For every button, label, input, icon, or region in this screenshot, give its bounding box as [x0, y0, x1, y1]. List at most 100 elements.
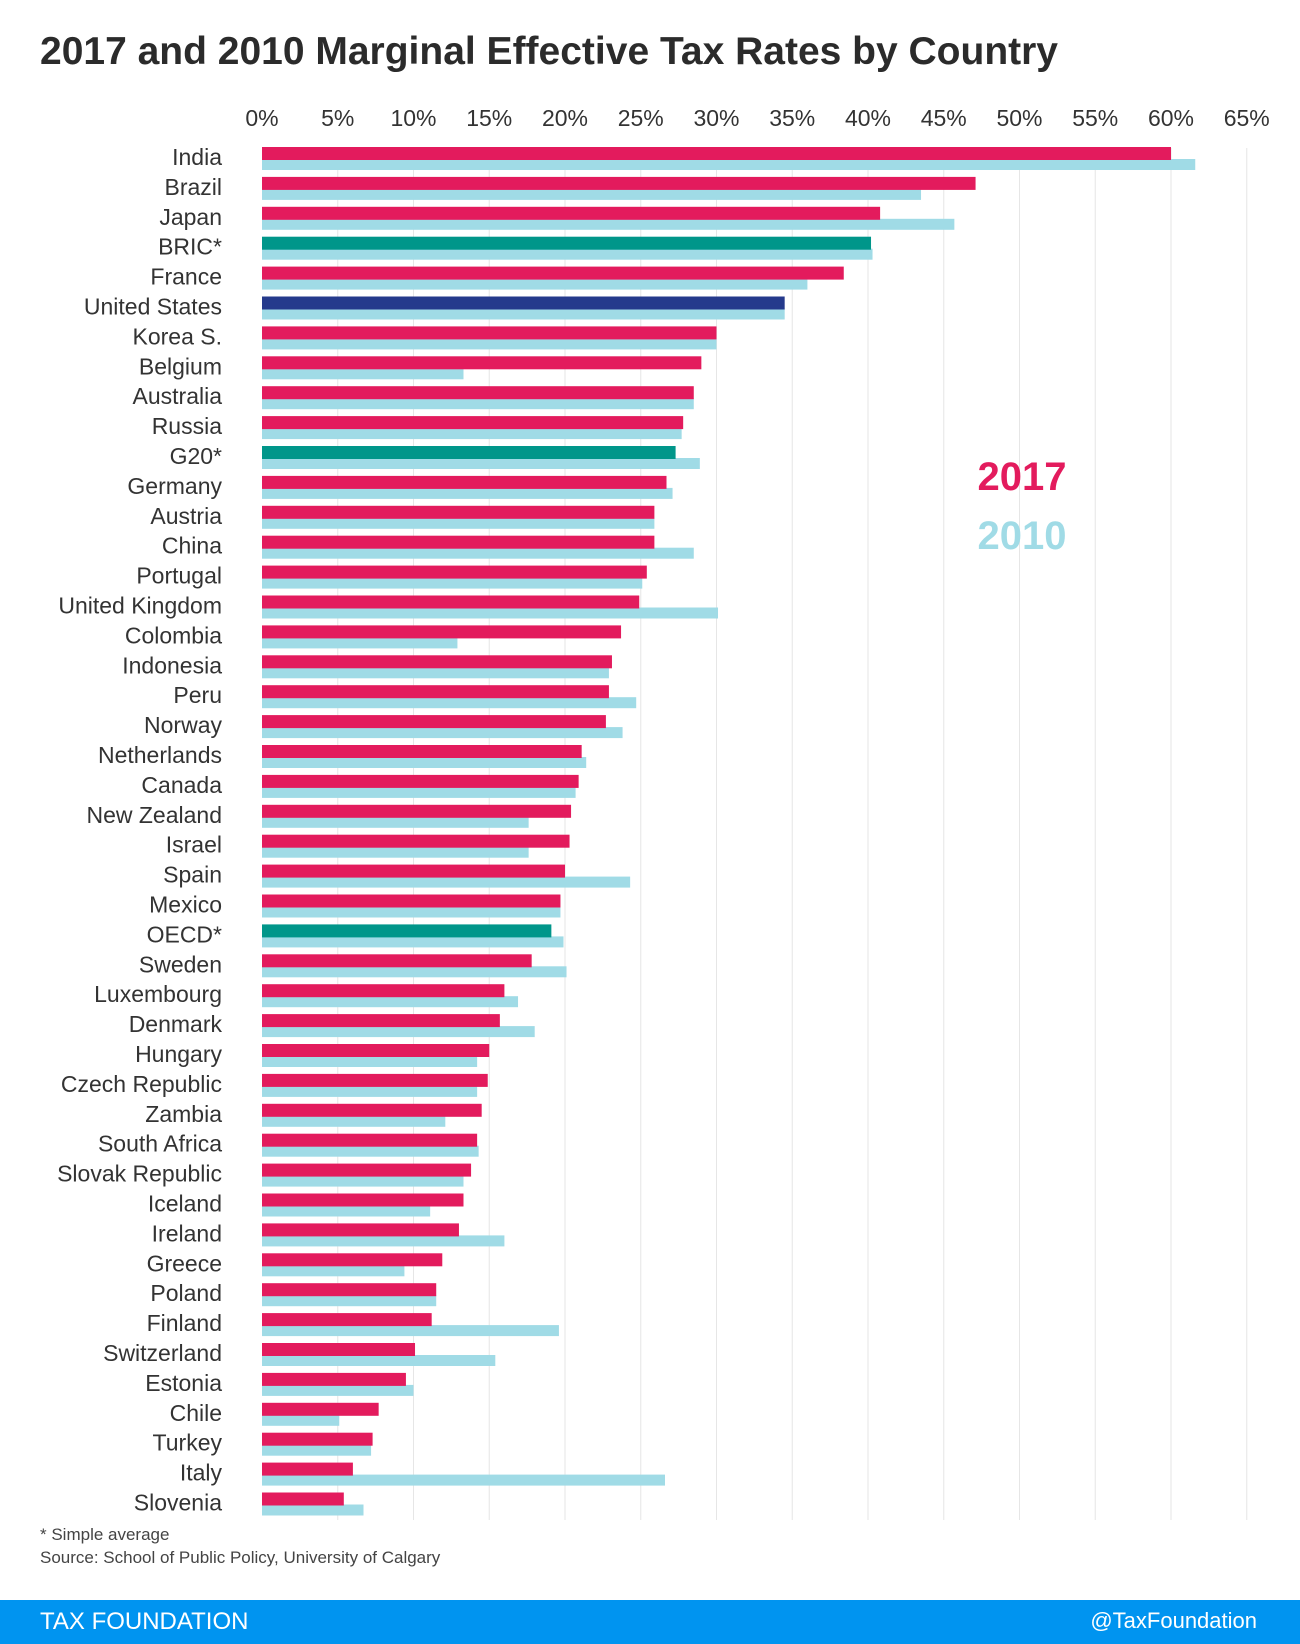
bar-2017	[262, 1402, 379, 1416]
bar-2017	[262, 1253, 443, 1267]
category-label: Japan	[159, 204, 222, 230]
bar-2010	[262, 218, 955, 230]
bar-2010	[262, 1115, 446, 1127]
category-label: Spain	[163, 862, 222, 888]
bar-2010	[262, 1384, 414, 1396]
bar-2017	[262, 1462, 353, 1476]
category-label: United States	[84, 294, 222, 320]
bar-2017	[262, 475, 667, 489]
x-tick-label: 20%	[542, 105, 588, 131]
bar-2010	[262, 1235, 505, 1247]
category-label: Zambia	[145, 1101, 222, 1127]
category-label: New Zealand	[86, 802, 222, 828]
bar-2010	[262, 816, 529, 828]
bar-2017	[262, 1432, 373, 1446]
bar-2010	[262, 876, 631, 888]
category-labels: India Brazil Japan BRIC* France United States…	[57, 144, 222, 1516]
category-label: Czech Republic	[61, 1071, 222, 1097]
category-label: Korea S.	[133, 323, 223, 349]
category-label: Turkey	[153, 1430, 223, 1456]
bar-2010	[262, 1325, 559, 1337]
bar-2017	[262, 1193, 464, 1207]
bar-2010	[262, 1205, 431, 1217]
category-label: South Africa	[98, 1131, 222, 1157]
x-tick-label: 40%	[845, 105, 891, 131]
bar-2010	[262, 966, 567, 978]
bar-2017	[262, 804, 572, 818]
bar-2017	[262, 1014, 500, 1028]
bar-2010	[262, 1295, 437, 1307]
legend-2017: 2017	[978, 455, 1067, 499]
category-label: Sweden	[139, 951, 222, 977]
category-label: Finland	[147, 1310, 222, 1336]
bar-2010	[262, 1414, 340, 1426]
bar-2017	[262, 446, 676, 459]
category-label: Australia	[133, 383, 223, 409]
footer-bar: TAX FOUNDATION @TaxFoundation	[0, 1600, 1300, 1644]
category-label: Denmark	[129, 1011, 223, 1037]
category-label: Israel	[166, 832, 222, 858]
bar-2017	[262, 1372, 406, 1386]
bar-2010	[262, 368, 464, 380]
footer-handle[interactable]: @TaxFoundation	[1090, 1608, 1257, 1633]
category-label: Indonesia	[122, 652, 222, 678]
bar-2010	[262, 308, 785, 320]
bar-2010	[262, 278, 808, 290]
x-tick-label: 55%	[1072, 105, 1118, 131]
bar-2010	[262, 159, 1196, 170]
footnote-source: Source: School of Public Policy, Univers…	[40, 1548, 441, 1567]
bar-2017	[262, 1103, 482, 1117]
category-label: France	[150, 264, 222, 290]
category-label: Slovak Republic	[57, 1161, 222, 1187]
bar-2010	[262, 1056, 478, 1067]
x-tick-label: 60%	[1148, 105, 1194, 131]
bar-2017	[262, 1073, 488, 1087]
bar-chart: 0% 5% 10% 15% 20% 25% 30% 35% 40% 45% 50% 55% 60% 65%…	[57, 105, 1270, 1520]
category-label: Belgium	[139, 353, 222, 379]
bar-2017	[262, 1283, 437, 1297]
category-label: Peru	[173, 682, 222, 708]
category-label: G20*	[170, 443, 222, 469]
category-label: United Kingdom	[58, 593, 222, 619]
bar-2017	[262, 266, 844, 280]
footnote-note: * Simple average	[40, 1525, 170, 1544]
bar-2017	[262, 147, 1171, 160]
x-tick-label: 0%	[245, 105, 278, 131]
bar-2017	[262, 535, 655, 549]
category-label: Luxembourg	[94, 981, 222, 1007]
legend-2010: 2010	[978, 514, 1067, 558]
bar-2017	[262, 176, 976, 190]
bar-2017	[262, 1163, 472, 1177]
bar-2017	[262, 356, 702, 370]
footnote: * Simple average Source: School of Publi…	[40, 1523, 440, 1569]
bar-2017	[262, 954, 532, 968]
category-label: BRIC*	[158, 234, 222, 260]
bar-2010	[262, 757, 587, 768]
category-label: Canada	[141, 772, 222, 798]
bar-2010	[262, 727, 623, 739]
category-label: Norway	[144, 712, 222, 738]
bar-2010	[262, 577, 643, 589]
bar-2010	[262, 398, 694, 410]
bar-2017	[262, 1223, 459, 1237]
bar-2017	[262, 206, 881, 220]
chart-title: 2017 and 2010 Marginal Effective Tax Rat…	[40, 30, 1058, 73]
x-tick-label: 5%	[321, 105, 354, 131]
category-label: Poland	[150, 1280, 222, 1306]
x-tick-label: 25%	[618, 105, 664, 131]
category-label: Brazil	[164, 174, 222, 200]
category-label: Switzerland	[103, 1340, 222, 1366]
category-label: Germany	[127, 473, 222, 499]
bar-2017	[262, 834, 570, 848]
bar-2017	[262, 715, 606, 729]
category-label: India	[172, 144, 222, 170]
bar-2017	[262, 296, 785, 310]
footer-brand[interactable]: TAX FOUNDATION	[40, 1608, 249, 1635]
category-label: OECD*	[147, 921, 222, 947]
bar-2017	[262, 625, 622, 639]
legend: 2017 2010	[978, 455, 1067, 558]
x-tick-label: 30%	[693, 105, 739, 131]
bar-2017	[262, 1343, 416, 1356]
bar-2017	[262, 864, 565, 878]
bar-2010	[262, 1474, 665, 1486]
